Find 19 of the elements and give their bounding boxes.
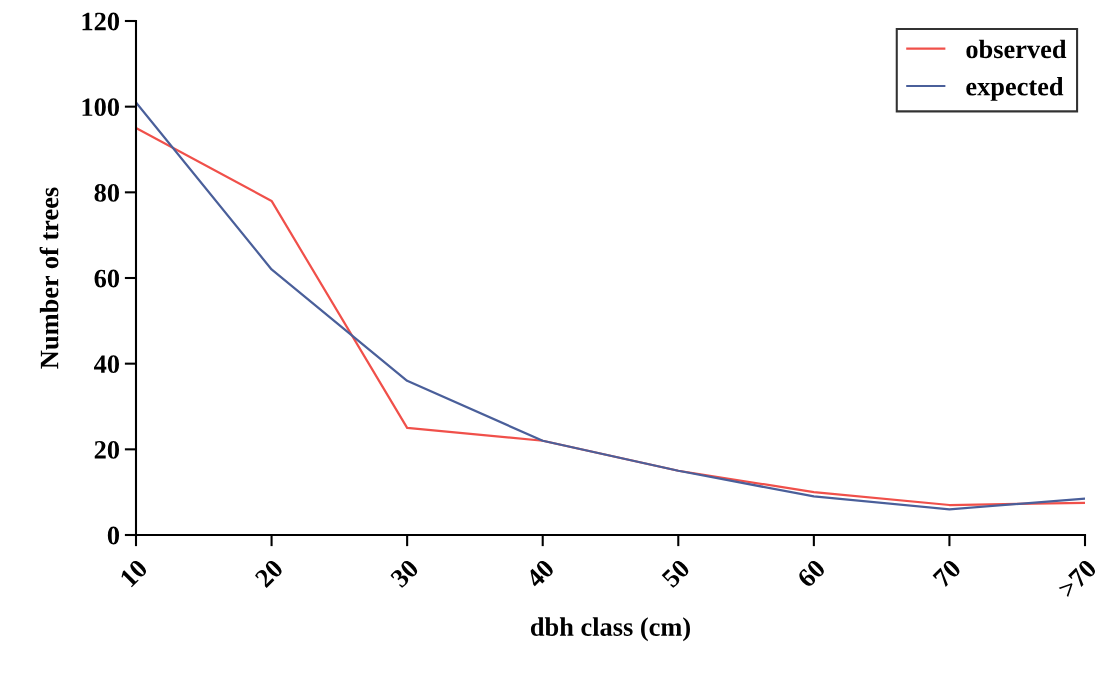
y-axis-title: Number of trees xyxy=(39,187,59,369)
x-tick-label: 10 xyxy=(119,558,149,588)
y-tick-label: 20 xyxy=(94,440,120,459)
x-tick-label: 60 xyxy=(796,558,827,589)
legend-label: expected xyxy=(966,76,1064,101)
y-tick-label: 60 xyxy=(94,269,120,288)
y-tick-label: 120 xyxy=(82,12,120,31)
x-tick-label: 40 xyxy=(524,558,556,589)
x-tick-label: 20 xyxy=(254,558,284,589)
x-tick-label: 50 xyxy=(660,558,691,589)
x-tick-label: >70 xyxy=(1057,558,1098,599)
y-tick-label: 80 xyxy=(94,183,120,202)
y-tick-label: 100 xyxy=(82,98,120,117)
legend-label: observed xyxy=(966,39,1067,59)
x-axis-title: dbh class (cm) xyxy=(530,617,690,642)
y-tick-label: 40 xyxy=(94,355,120,374)
x-tick-label: 30 xyxy=(389,558,420,589)
y-tick-label: 0 xyxy=(107,526,120,545)
x-tick-label: 70 xyxy=(932,558,962,588)
